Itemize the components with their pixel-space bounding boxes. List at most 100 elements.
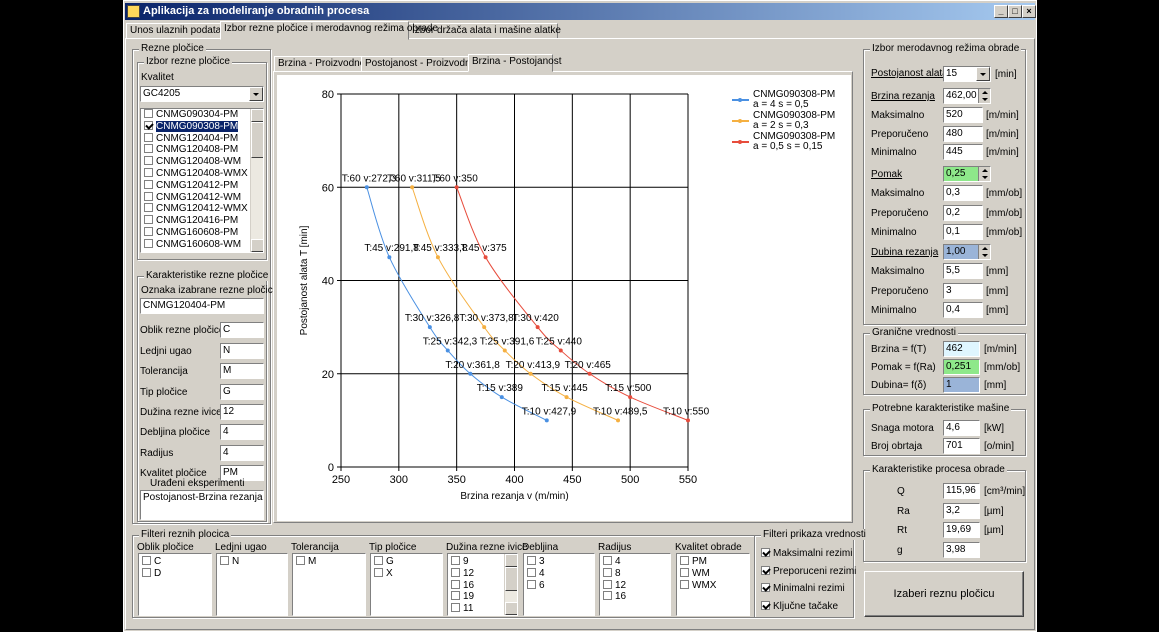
checkbox[interactable] xyxy=(144,226,153,236)
minimize-button[interactable]: _ xyxy=(994,5,1008,18)
plate-list-item[interactable]: CNMG090308-PM xyxy=(141,120,263,133)
checkbox[interactable] xyxy=(680,579,689,589)
row-value-field[interactable]: 520 xyxy=(943,107,983,123)
kar-value-field[interactable]: G xyxy=(220,384,264,400)
row-value-field[interactable]: 0,3 xyxy=(943,185,983,201)
filter-item[interactable]: G xyxy=(371,556,442,568)
checkbox[interactable] xyxy=(451,603,460,613)
checkbox[interactable] xyxy=(451,579,460,589)
checkbox[interactable] xyxy=(680,556,689,565)
row-value-field[interactable]: 19,69 xyxy=(943,522,980,538)
filter-item[interactable]: 11 xyxy=(448,603,517,615)
kar-value-field[interactable]: 12 xyxy=(220,404,264,420)
row-value-field[interactable]: 462 xyxy=(943,341,980,357)
filter-item[interactable]: N xyxy=(217,556,287,568)
row-value-field[interactable]: 480 xyxy=(943,125,983,142)
filter-listbox[interactable]: N xyxy=(216,553,288,616)
kvalitet-select[interactable]: GC4205 xyxy=(140,86,264,102)
kar-value-field[interactable]: 4 xyxy=(220,424,264,440)
checkbox[interactable] xyxy=(144,215,153,225)
oznaka-field[interactable]: CNMG120404-PM xyxy=(140,298,264,314)
filter-item[interactable]: 12 xyxy=(448,567,517,580)
scroll-up-button[interactable] xyxy=(505,554,517,567)
filter-item[interactable]: 3 xyxy=(524,556,594,568)
checkbox[interactable] xyxy=(144,167,153,177)
filter-item[interactable]: 8 xyxy=(600,567,670,580)
tab-izbor-rezne-plocice[interactable]: Izbor rezne pločice i merodavnog režima … xyxy=(220,21,438,40)
filter-scrollbar[interactable] xyxy=(504,554,517,615)
checkbox[interactable] xyxy=(144,156,153,166)
checkbox[interactable] xyxy=(144,203,153,213)
kar-value-field[interactable]: M xyxy=(220,363,264,379)
checkbox[interactable] xyxy=(144,109,153,118)
filter-item[interactable]: 19 xyxy=(448,591,517,603)
filter-listbox[interactable]: 9 12 16 19 11 xyxy=(447,553,518,616)
postojanost-select[interactable]: 15 xyxy=(943,66,991,82)
plate-list-item[interactable]: CNMG090304-PM xyxy=(141,109,263,121)
plate-list-scrollbar[interactable] xyxy=(250,109,263,252)
plate-list-item[interactable]: CNMG120412-WM xyxy=(141,191,263,204)
checkbox[interactable] xyxy=(761,548,770,557)
tab-brzina-postojanost[interactable]: Brzina - Postojanost xyxy=(468,54,562,72)
checkbox[interactable] xyxy=(761,565,770,575)
row-value-field[interactable]: 0,4 xyxy=(943,302,983,318)
checkbox[interactable] xyxy=(603,579,612,589)
row-value-field[interactable]: 0,2 xyxy=(943,204,983,221)
filter-listbox[interactable]: PM WM WMX xyxy=(676,553,750,616)
checkbox[interactable] xyxy=(144,132,153,142)
filter-item[interactable]: M xyxy=(293,556,365,568)
plate-list-item[interactable]: CNMG120404-PM xyxy=(141,132,263,145)
row-value-field[interactable]: 0,251 xyxy=(943,359,980,375)
display-filter-item[interactable]: Preporuceni rezimi xyxy=(761,565,856,577)
close-button[interactable]: × xyxy=(1022,5,1036,18)
brzina-spinner[interactable]: 462,00 xyxy=(943,88,991,104)
checkbox[interactable] xyxy=(451,591,460,601)
checkbox[interactable] xyxy=(603,591,612,601)
chevron-down-icon[interactable] xyxy=(249,87,263,101)
tab-postojanost-proizvodnost[interactable]: Postojanost - Proizvodnost xyxy=(361,56,484,72)
maximize-button[interactable]: □ xyxy=(1008,5,1022,18)
checkbox[interactable] xyxy=(680,567,689,577)
filter-item[interactable]: 9 xyxy=(448,556,517,568)
checkbox[interactable] xyxy=(451,556,460,565)
filter-item[interactable]: 6 xyxy=(524,579,594,592)
scroll-down-button[interactable] xyxy=(505,602,517,615)
row-value-field[interactable]: 3,98 xyxy=(943,541,980,558)
plate-list-item[interactable]: CNMG120412-PM xyxy=(141,179,263,192)
row-value-field[interactable]: 4,6 xyxy=(943,420,980,436)
scroll-thumb[interactable] xyxy=(505,567,517,591)
checkbox[interactable] xyxy=(144,191,153,201)
pomak-spinner[interactable]: 0,25 xyxy=(943,166,991,182)
chevron-down-icon[interactable] xyxy=(976,67,990,81)
plate-list-item[interactable]: CNMG120408-WMX xyxy=(141,167,263,180)
plate-listbox[interactable]: CNMG090304-PM CNMG090308-PM CNMG120404-PM C… xyxy=(140,108,264,253)
checkbox[interactable] xyxy=(142,567,151,577)
checkbox[interactable] xyxy=(144,144,153,154)
checkbox[interactable] xyxy=(603,556,612,565)
filter-item[interactable]: 16 xyxy=(600,591,670,603)
checkbox[interactable] xyxy=(142,556,151,565)
checkbox[interactable] xyxy=(761,600,770,610)
kar-value-field[interactable]: C xyxy=(220,322,264,338)
plate-list-item[interactable]: CNMG160608-PM xyxy=(141,226,263,239)
checkbox[interactable] xyxy=(144,238,153,248)
filter-item[interactable]: WMX xyxy=(677,579,749,592)
filter-item[interactable]: 4 xyxy=(600,556,670,568)
filter-item[interactable]: 12 xyxy=(600,579,670,592)
plate-list-item[interactable]: CNMG120408-PM xyxy=(141,144,263,156)
filter-item[interactable]: WM xyxy=(677,567,749,580)
display-filter-item[interactable]: Ključne tačake xyxy=(761,600,838,612)
row-value-field[interactable]: 1 xyxy=(943,377,980,393)
filter-item[interactable]: PM xyxy=(677,556,749,568)
checkbox[interactable] xyxy=(374,556,383,565)
checkbox[interactable] xyxy=(220,556,229,565)
checkbox[interactable] xyxy=(527,567,536,577)
scroll-up-button[interactable] xyxy=(251,109,263,122)
tab-unos-ulaznih[interactable]: Unos ulaznih podataka xyxy=(126,23,232,39)
plate-list-item[interactable]: CNMG120412-WMX xyxy=(141,203,263,215)
checkbox[interactable] xyxy=(374,567,383,577)
row-value-field[interactable]: 445 xyxy=(943,144,983,160)
spin-arrows-icon[interactable] xyxy=(978,167,990,181)
